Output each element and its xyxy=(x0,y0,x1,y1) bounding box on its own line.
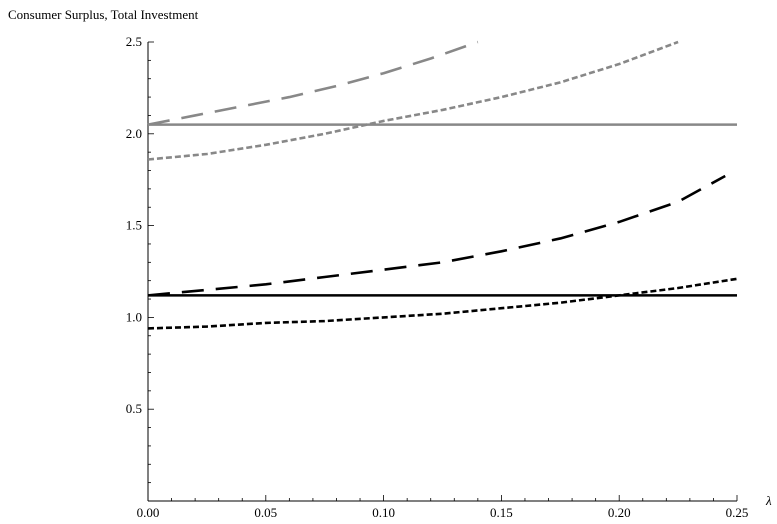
y-tick-label: 2.0 xyxy=(126,126,142,141)
x-tick-label: 0.15 xyxy=(490,505,513,520)
chart-axes: 0.00 0.05 0.10 0.15 0.20 0.25 0.5 1.0 1.5 2.0 2.5 xyxy=(126,34,749,520)
series-line-2 xyxy=(147,40,479,126)
x-tick-label: 0.25 xyxy=(726,505,749,520)
y-tick-label: 2.5 xyxy=(126,34,142,49)
y-tick-label: 1.5 xyxy=(126,218,142,233)
x-tick-label: 0.00 xyxy=(137,505,160,520)
y-tick-label: 1.0 xyxy=(126,309,142,324)
y-tick-label: 0.5 xyxy=(126,401,142,416)
series-line-3 xyxy=(147,40,679,161)
y-axis-title: Consumer Surplus, Total Investment xyxy=(8,7,199,22)
x-axis-title: λ xyxy=(765,493,772,508)
x-tick-label: 0.05 xyxy=(254,505,277,520)
series-line-5 xyxy=(147,174,726,297)
x-tick-label: 0.10 xyxy=(372,505,395,520)
chart-series xyxy=(147,40,738,330)
x-tick-label: 0.20 xyxy=(608,505,631,520)
